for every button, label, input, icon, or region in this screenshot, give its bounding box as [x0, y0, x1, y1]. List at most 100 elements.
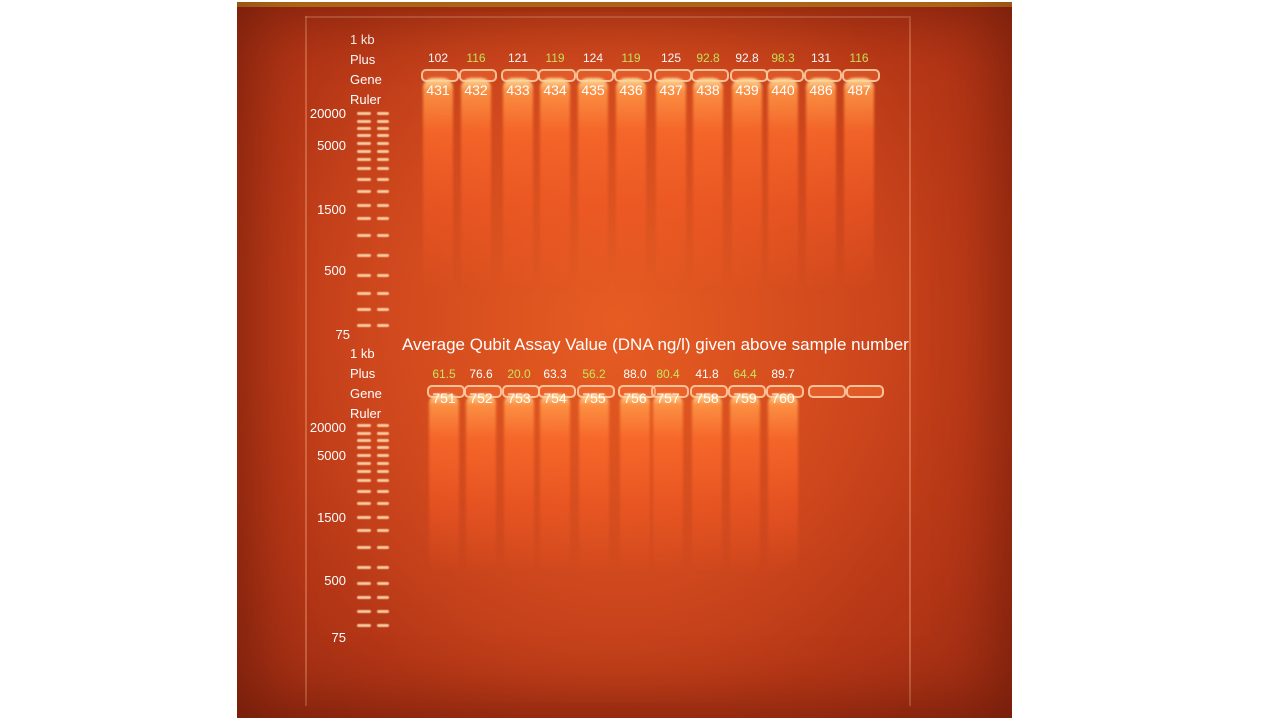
ladder-band	[377, 308, 389, 311]
gel-lane-smear	[579, 394, 609, 574]
gel-tray-right-edge	[909, 16, 911, 706]
top-row-sample-number: 437	[659, 82, 683, 98]
ladder-band	[357, 112, 371, 115]
ladder-band	[357, 134, 371, 137]
ladder-band	[377, 470, 389, 473]
top-row-sample-number: 431	[426, 82, 450, 98]
ladder-band	[377, 502, 389, 505]
ladder-band	[357, 470, 371, 473]
top-row-sample-number: 435	[581, 82, 605, 98]
ladder-band	[357, 439, 371, 442]
top-row-qubit-value: 92.8	[696, 51, 720, 65]
gel-well	[846, 385, 884, 398]
top-row-qubit-value: 92.8	[735, 51, 759, 65]
ladder-band	[357, 462, 371, 465]
gel-caption: Average Qubit Assay Value (DNA ng/l) giv…	[402, 335, 909, 354]
ladder-band	[377, 432, 389, 435]
ladder-band	[357, 566, 371, 569]
gel-lane-smear	[730, 394, 760, 574]
gel-lane-smear	[466, 394, 496, 574]
top-row-sample-number: 487	[847, 82, 871, 98]
top-row-qubit-value: 124	[582, 51, 604, 65]
gel-lane-smear	[656, 78, 686, 293]
ladder-label-line: 1 kb	[350, 32, 375, 47]
ladder-band	[357, 596, 371, 599]
top-row-sample-number: 433	[506, 82, 530, 98]
ladder-band	[377, 120, 389, 123]
bp-marker-5000: 5000	[317, 138, 346, 153]
ladder-band	[377, 178, 389, 181]
ladder-band	[377, 546, 389, 549]
bp-marker-500: 500	[324, 573, 346, 588]
bp-marker-5000: 5000	[317, 448, 346, 463]
gel-lane-smear	[503, 78, 533, 293]
ladder-band	[357, 234, 371, 237]
top-row-qubit-value: 98.3	[771, 51, 795, 65]
bottom-row-qubit-value: 41.8	[695, 367, 719, 381]
ladder-band	[377, 454, 389, 457]
top-row-qubit-value: 119	[545, 51, 565, 65]
top-row-qubit-value: 131	[810, 51, 832, 65]
ladder-band	[357, 502, 371, 505]
ladder-band	[377, 234, 389, 237]
gel-tray-left-edge	[305, 16, 307, 706]
ladder-band	[357, 324, 371, 327]
bottom-row-qubit-value: 63.3	[543, 367, 567, 381]
ladder-band	[357, 529, 371, 532]
bottom-row-sample-number: 759	[733, 390, 757, 406]
ladder-band	[377, 596, 389, 599]
ladder-band	[377, 624, 389, 627]
gel-lane-smear	[461, 78, 491, 293]
ladder-band	[357, 150, 371, 153]
top-row-sample-number: 436	[619, 82, 643, 98]
bottom-row-qubit-value: 88.0	[623, 367, 647, 381]
ladder-band	[377, 516, 389, 519]
gel-lane-smear	[429, 394, 459, 574]
bottom-row-sample-number: 751	[432, 390, 456, 406]
bottom-row-sample-number: 757	[656, 390, 680, 406]
ladder-band	[377, 204, 389, 207]
bp-marker-1500: 1500	[317, 510, 346, 525]
ladder-band	[377, 324, 389, 327]
ladder-band	[377, 292, 389, 295]
top-row-qubit-value: 125	[660, 51, 682, 65]
ladder-band	[357, 274, 371, 277]
ladder-band	[377, 254, 389, 257]
bp-marker-75: 75	[331, 630, 346, 645]
ladder-band	[377, 274, 389, 277]
ladder-band	[357, 167, 371, 170]
gel-lane-smear	[806, 78, 836, 293]
ladder-band	[357, 479, 371, 482]
gel-tray-top-edge	[305, 16, 909, 18]
ladder-label-line: Ruler	[350, 92, 382, 107]
ladder-band	[357, 582, 371, 585]
ladder-band	[377, 217, 389, 220]
ladder-band	[357, 308, 371, 311]
ladder-band	[377, 462, 389, 465]
ladder-band	[377, 134, 389, 137]
ladder-band	[357, 516, 371, 519]
gel-lane-smear	[578, 78, 608, 293]
ladder-band	[377, 582, 389, 585]
gel-well	[808, 385, 846, 398]
top-row-sample-number: 440	[771, 82, 795, 98]
bottom-row-qubit-value: 76.6	[469, 367, 493, 381]
ladder-band	[357, 204, 371, 207]
bottom-row-sample-number: 754	[543, 390, 567, 406]
ladder-band	[357, 546, 371, 549]
gel-lane-smear	[540, 394, 570, 574]
ladder-band	[377, 158, 389, 161]
bottom-row-qubit-value: 89.7	[771, 367, 795, 381]
top-row-sample-number: 439	[735, 82, 759, 98]
gel-vignette	[237, 2, 1012, 718]
bottom-row-sample-number: 752	[469, 390, 493, 406]
bottom-row-qubit-value: 61.5	[432, 367, 456, 381]
ladder-band	[377, 490, 389, 493]
gel-lane-smear	[768, 394, 798, 574]
ladder-band	[357, 254, 371, 257]
bottom-row-qubit-value: 80.4	[656, 367, 680, 381]
ladder-band	[377, 190, 389, 193]
ladder-band	[377, 127, 389, 130]
ladder-label-top: 1 kb Plus Gene Ruler	[350, 30, 382, 110]
ladder-label-line: 1 kb	[350, 346, 375, 361]
